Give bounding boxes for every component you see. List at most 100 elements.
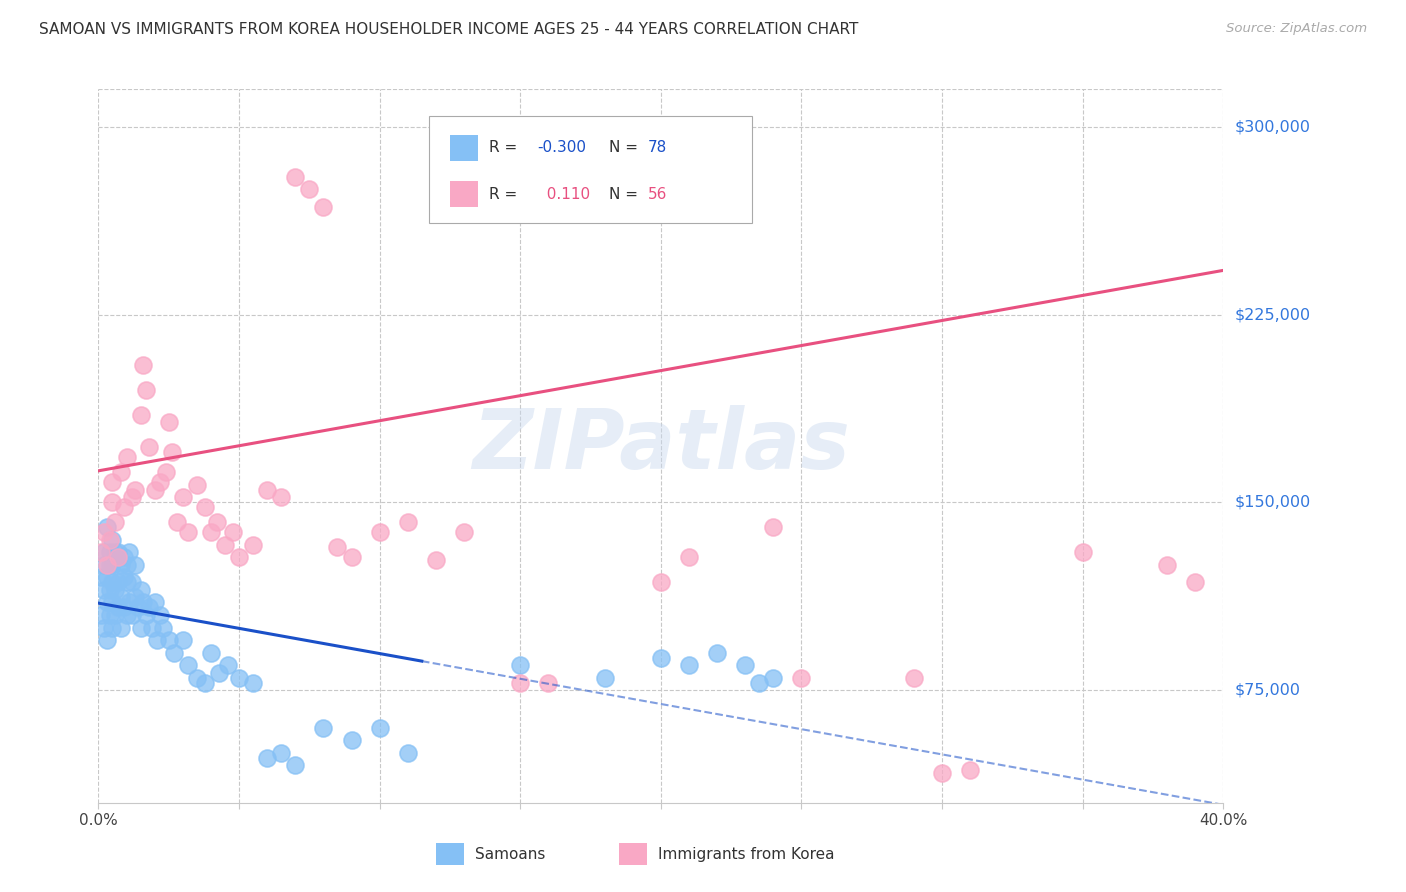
Point bbox=[509, 675, 531, 690]
Point bbox=[172, 633, 194, 648]
Point bbox=[101, 595, 124, 609]
Point bbox=[112, 500, 135, 515]
Point bbox=[98, 545, 121, 559]
Point bbox=[1184, 575, 1206, 590]
Point bbox=[509, 658, 531, 673]
Point bbox=[650, 650, 672, 665]
Point bbox=[115, 450, 138, 465]
Point bbox=[98, 607, 121, 622]
Point bbox=[200, 525, 222, 540]
Point bbox=[115, 558, 138, 572]
Point bbox=[107, 550, 129, 565]
Point bbox=[149, 607, 172, 622]
Point bbox=[200, 646, 222, 660]
Text: -0.300: -0.300 bbox=[537, 140, 586, 155]
Point bbox=[368, 525, 391, 540]
Point bbox=[124, 558, 146, 572]
Text: N =: N = bbox=[609, 186, 643, 202]
Text: $75,000: $75,000 bbox=[1234, 682, 1301, 698]
Point bbox=[107, 600, 129, 615]
Point bbox=[138, 600, 160, 615]
Point bbox=[104, 545, 127, 559]
Point bbox=[217, 658, 239, 673]
Point bbox=[146, 633, 169, 648]
Text: ZIPatlas: ZIPatlas bbox=[472, 406, 849, 486]
Point bbox=[186, 478, 208, 492]
Point bbox=[228, 550, 250, 565]
Point bbox=[96, 595, 118, 609]
Point bbox=[256, 483, 278, 497]
Text: 0.110: 0.110 bbox=[537, 186, 591, 202]
Text: Immigrants from Korea: Immigrants from Korea bbox=[658, 847, 835, 862]
Point bbox=[931, 765, 953, 780]
Point bbox=[132, 358, 155, 372]
Point bbox=[127, 600, 149, 615]
Text: $225,000: $225,000 bbox=[1234, 307, 1310, 322]
Point bbox=[157, 633, 180, 648]
Point bbox=[270, 491, 292, 505]
Point bbox=[214, 538, 236, 552]
Point bbox=[107, 575, 129, 590]
Point bbox=[104, 607, 127, 622]
Point bbox=[396, 516, 419, 530]
Point bbox=[115, 607, 138, 622]
Point bbox=[177, 525, 200, 540]
Point bbox=[340, 550, 363, 565]
Text: R =: R = bbox=[489, 186, 523, 202]
Point bbox=[107, 550, 129, 565]
Point bbox=[340, 733, 363, 747]
Point bbox=[93, 582, 115, 597]
Point bbox=[90, 570, 112, 584]
Point bbox=[903, 671, 925, 685]
Point bbox=[112, 550, 135, 565]
Point bbox=[112, 570, 135, 584]
Point bbox=[121, 575, 143, 590]
Point bbox=[194, 675, 217, 690]
Point bbox=[98, 533, 121, 547]
Point bbox=[107, 545, 129, 559]
Text: R =: R = bbox=[489, 140, 523, 155]
Point bbox=[93, 525, 115, 540]
Point bbox=[98, 558, 121, 572]
Point bbox=[90, 545, 112, 559]
Point bbox=[194, 500, 217, 515]
Point bbox=[90, 607, 112, 622]
Point bbox=[762, 671, 785, 685]
Text: Samoans: Samoans bbox=[475, 847, 546, 862]
Point bbox=[326, 541, 349, 555]
Text: Source: ZipAtlas.com: Source: ZipAtlas.com bbox=[1226, 22, 1367, 36]
Point bbox=[110, 621, 132, 635]
Point bbox=[93, 545, 115, 559]
Point bbox=[115, 575, 138, 590]
Text: SAMOAN VS IMMIGRANTS FROM KOREA HOUSEHOLDER INCOME AGES 25 - 44 YEARS CORRELATIO: SAMOAN VS IMMIGRANTS FROM KOREA HOUSEHOL… bbox=[39, 22, 859, 37]
Point bbox=[256, 750, 278, 764]
Point bbox=[121, 491, 143, 505]
Point bbox=[135, 607, 157, 622]
Point bbox=[270, 746, 292, 760]
Point bbox=[93, 621, 115, 635]
Point bbox=[368, 721, 391, 735]
Text: N =: N = bbox=[609, 140, 643, 155]
Point bbox=[93, 558, 115, 572]
Point bbox=[155, 465, 177, 479]
Point bbox=[101, 621, 124, 635]
Point bbox=[157, 415, 180, 429]
Text: $300,000: $300,000 bbox=[1234, 120, 1310, 135]
Point bbox=[98, 582, 121, 597]
Point bbox=[96, 633, 118, 648]
Point bbox=[143, 483, 166, 497]
Point bbox=[1071, 545, 1094, 559]
Point bbox=[284, 169, 307, 184]
Point bbox=[129, 408, 152, 422]
Point bbox=[101, 495, 124, 509]
Point bbox=[228, 671, 250, 685]
Text: 78: 78 bbox=[648, 140, 668, 155]
Point bbox=[177, 658, 200, 673]
Point bbox=[537, 675, 560, 690]
Point bbox=[748, 675, 770, 690]
Point bbox=[186, 671, 208, 685]
Point bbox=[96, 570, 118, 584]
Point bbox=[101, 558, 124, 572]
Point bbox=[101, 575, 124, 590]
Point bbox=[166, 516, 188, 530]
